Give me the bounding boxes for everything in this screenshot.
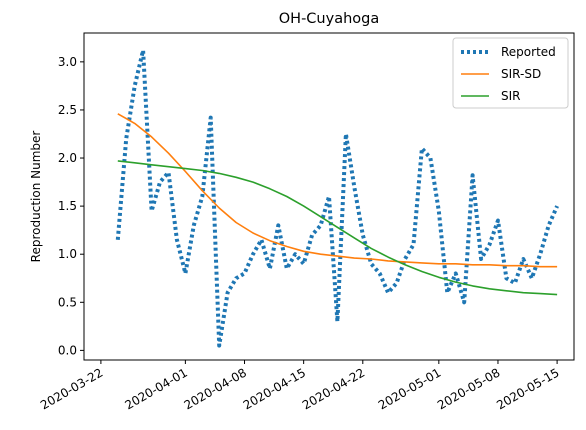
series-line-sir <box>117 160 558 296</box>
legend-label: SIR-SD <box>501 67 541 81</box>
chart-title: OH-Cuyahoga <box>279 11 379 27</box>
plot-frame <box>83 32 575 361</box>
y-tick-label: 3.0 <box>58 55 77 69</box>
legend-label: Reported <box>501 45 556 59</box>
legend: Reported SIR-SD SIR <box>452 37 569 109</box>
y-tick-label: 1.0 <box>58 247 77 261</box>
y-axis-label: Reproduction Number <box>29 131 43 263</box>
plot-series <box>115 48 559 348</box>
y-tick-label: 0.5 <box>58 295 77 309</box>
y-tick-label: 2.0 <box>58 151 77 165</box>
legend-box <box>452 37 569 109</box>
y-tick-label: 0.0 <box>58 343 77 357</box>
y-axis: 0.0 0.5 1.0 1.5 2.0 2.5 3.0 <box>58 55 84 357</box>
series-line-reported <box>115 48 559 348</box>
y-tick-label: 2.5 <box>58 103 77 117</box>
y-tick-label: 1.5 <box>58 199 77 213</box>
series-line-sir-sd <box>117 113 558 268</box>
legend-label: SIR <box>501 89 521 103</box>
